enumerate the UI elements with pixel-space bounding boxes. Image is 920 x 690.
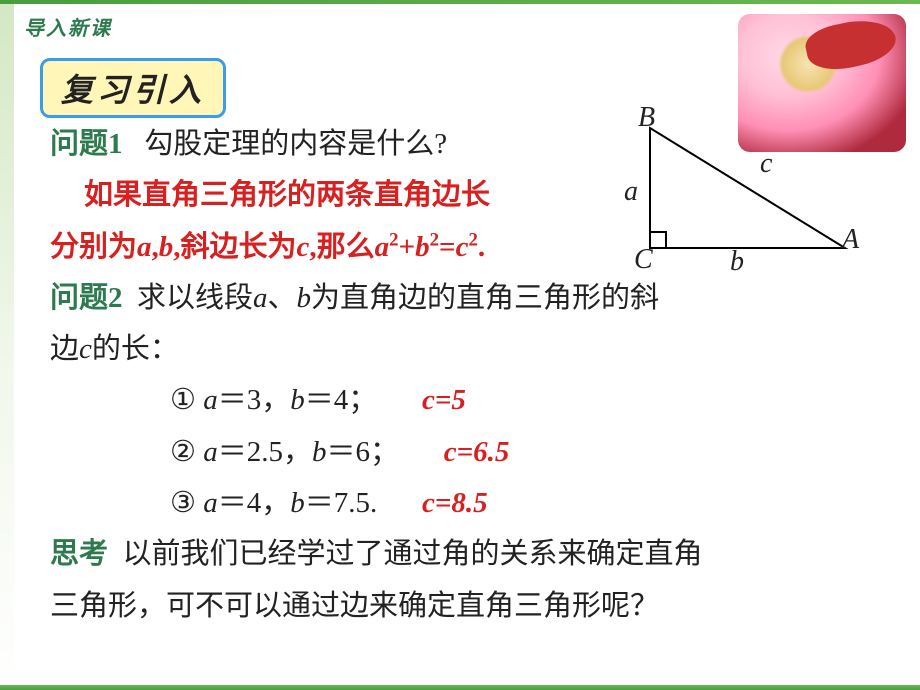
question-2-line-2: 边c的长： (50, 325, 870, 374)
question-2-line-1: 问题2 求以线段a、b为直角边的直角三角形的斜 (50, 274, 870, 323)
question-1: 问题1 勾股定理的内容是什么? (50, 120, 870, 169)
question-2-label: 问题2 (50, 282, 123, 314)
content-area: 问题1 勾股定理的内容是什么? 如果直角三角形的两条直角边长 分别为a,b,斜边… (50, 120, 870, 633)
theorem-line-2: 分别为a,b,斜边长为c,那么a2+b2=c2. (50, 223, 870, 272)
item-1: ① a＝3，b＝4； c=5 (50, 376, 870, 425)
top-border (0, 0, 920, 4)
bottom-border (0, 685, 920, 690)
think-line-1: 思考 以前我们已经学过了通过角的关系来确定直角 (50, 530, 870, 579)
think-label: 思考 (50, 538, 108, 570)
left-border (0, 0, 14, 690)
nav-title: 导入新课 (24, 12, 112, 41)
item-2: ② a＝2.5，b＝6； c=6.5 (50, 428, 870, 477)
section-title-box: 复习引入 (40, 58, 226, 118)
theorem-line-1: 如果直角三角形的两条直角边长 (50, 171, 870, 220)
question-1-label: 问题1 (50, 128, 123, 160)
think-line-2: 三角形，可不可以通过边来确定直角三角形呢？ (50, 582, 870, 631)
item-3: ③ a＝4，b＝7.5. c=8.5 (50, 479, 870, 528)
question-1-text: 勾股定理的内容是什么? (144, 128, 447, 160)
